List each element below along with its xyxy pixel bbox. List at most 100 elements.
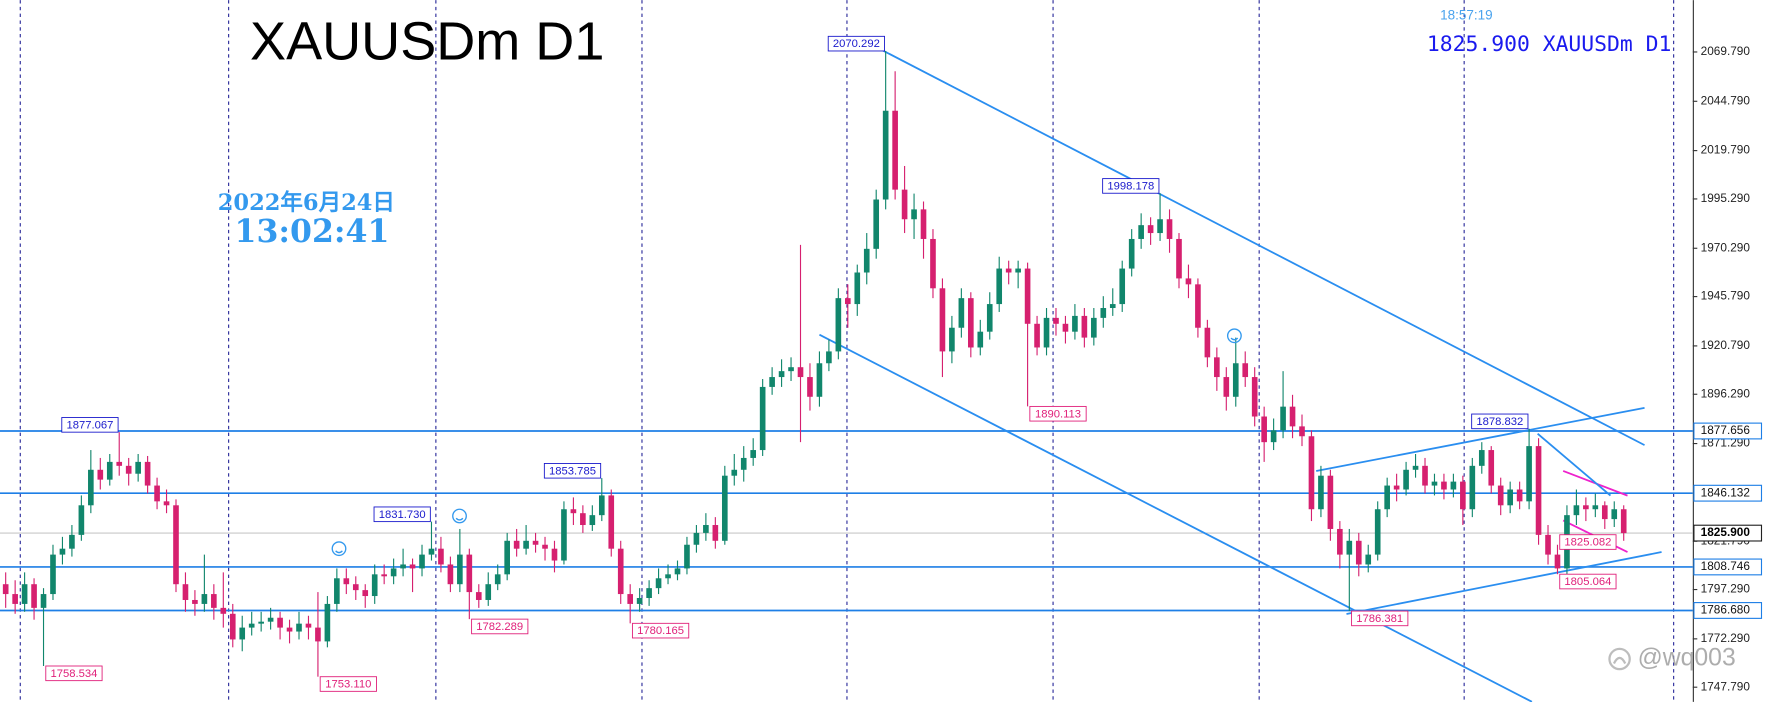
candle-body bbox=[759, 386, 766, 451]
candle-body bbox=[949, 327, 955, 352]
price-annotation: 1753.110 bbox=[325, 679, 371, 691]
candle-body bbox=[267, 617, 274, 622]
watermark: @wq003 bbox=[1638, 645, 1736, 672]
candle-body bbox=[1043, 317, 1050, 348]
y-tick-label: 2044.790 bbox=[1701, 93, 1751, 107]
level-label-box bbox=[1693, 422, 1763, 440]
candle-body bbox=[352, 584, 359, 591]
price-annotation: 1853.785 bbox=[549, 465, 596, 477]
candle-body bbox=[532, 540, 539, 545]
candle-body bbox=[750, 450, 757, 458]
candle-body bbox=[371, 574, 378, 597]
candle-body bbox=[939, 288, 946, 352]
candle-body bbox=[2, 584, 9, 595]
trend-line bbox=[819, 333, 1533, 702]
candle-body bbox=[1583, 505, 1589, 510]
candle-body bbox=[173, 505, 179, 585]
candle-body bbox=[447, 564, 454, 585]
price-annotation: 1831.730 bbox=[379, 509, 426, 521]
candle-body bbox=[248, 623, 255, 628]
candle-body bbox=[608, 495, 615, 549]
price-annotation-box bbox=[373, 506, 431, 523]
price-annotation: 1998.178 bbox=[1107, 180, 1154, 192]
candle-body bbox=[1327, 475, 1334, 529]
price-annotation-box bbox=[61, 417, 119, 433]
candle-body bbox=[1289, 406, 1296, 427]
candle-body bbox=[1431, 481, 1438, 486]
level-label: 1786.680 bbox=[1701, 603, 1751, 617]
candle-body bbox=[1526, 446, 1532, 502]
candle-body bbox=[1601, 505, 1608, 520]
candle-body bbox=[211, 594, 217, 608]
candle-body bbox=[1138, 225, 1144, 239]
price-axis: 2069.790 2044.790 2019.790 1995.290 1970.290… bbox=[1692, 44, 1763, 693]
candle-body bbox=[892, 110, 898, 190]
candle-body bbox=[258, 621, 264, 624]
price-annotation-box bbox=[471, 618, 529, 635]
candle-body bbox=[788, 367, 794, 372]
price-annotation-box bbox=[1351, 610, 1409, 627]
clock-text: 13:02:41 bbox=[235, 213, 390, 250]
candle-body bbox=[1346, 540, 1353, 555]
trend-line bbox=[1537, 432, 1612, 497]
candle-body bbox=[343, 578, 350, 585]
candle-body bbox=[494, 574, 501, 585]
price-annotation-box bbox=[1471, 413, 1529, 430]
price-annotation-box bbox=[631, 622, 690, 639]
server-time: 18:57:19 bbox=[1440, 7, 1493, 22]
candle-body bbox=[1573, 505, 1580, 516]
candle-body bbox=[693, 532, 700, 545]
price-annotation-box bbox=[1102, 178, 1160, 194]
candle-body bbox=[163, 501, 170, 506]
candle-body bbox=[419, 554, 425, 569]
candle-body bbox=[1128, 238, 1135, 269]
candle-body bbox=[69, 534, 75, 549]
price-annotation: 1878.832 bbox=[1476, 416, 1523, 428]
candle-body bbox=[1053, 317, 1059, 324]
y-tick-label: 2019.790 bbox=[1701, 143, 1751, 157]
candle-body bbox=[1460, 481, 1466, 510]
candle-body bbox=[106, 461, 113, 480]
info-text: 1825.900 XAUUSDm D1 bbox=[1427, 32, 1672, 57]
candle-body bbox=[1081, 315, 1088, 338]
candle-body bbox=[920, 209, 927, 239]
candle-body bbox=[873, 199, 880, 249]
candle-body bbox=[362, 590, 369, 597]
price-annotation-box bbox=[45, 665, 103, 682]
level-label-box bbox=[1693, 484, 1763, 502]
candle-body bbox=[684, 544, 690, 569]
period-separators bbox=[19, 0, 1675, 702]
y-tick-label: 1920.790 bbox=[1701, 338, 1751, 352]
candle-body bbox=[665, 574, 671, 579]
candle-body bbox=[778, 371, 785, 378]
candle-body bbox=[1195, 284, 1201, 328]
candle-body bbox=[1393, 485, 1400, 490]
candle-body bbox=[12, 594, 18, 604]
candle-body bbox=[88, 469, 94, 506]
price-annotation-box bbox=[319, 676, 377, 692]
candle-body bbox=[438, 548, 444, 565]
trend-line bbox=[861, 38, 1645, 446]
candle-body bbox=[334, 578, 340, 604]
level-label: 1846.132 bbox=[1701, 485, 1750, 499]
candle-body bbox=[1062, 323, 1069, 332]
candle-body bbox=[1119, 268, 1126, 305]
candle-body bbox=[1488, 450, 1495, 486]
candle-body bbox=[1478, 450, 1485, 466]
candle-body bbox=[721, 475, 728, 541]
candle-body bbox=[1251, 377, 1258, 417]
candle-body bbox=[182, 584, 189, 600]
candle-body bbox=[769, 377, 775, 387]
candle-body bbox=[1611, 509, 1618, 520]
candle-body bbox=[381, 574, 387, 577]
candle-body bbox=[315, 627, 321, 642]
candle-body bbox=[996, 268, 1003, 305]
candle-body bbox=[504, 540, 510, 575]
candle-body bbox=[1422, 465, 1428, 486]
price-annotation-box bbox=[1559, 534, 1617, 550]
candle-body bbox=[400, 564, 406, 569]
candle-body bbox=[1185, 278, 1192, 285]
candle-body bbox=[561, 509, 567, 561]
